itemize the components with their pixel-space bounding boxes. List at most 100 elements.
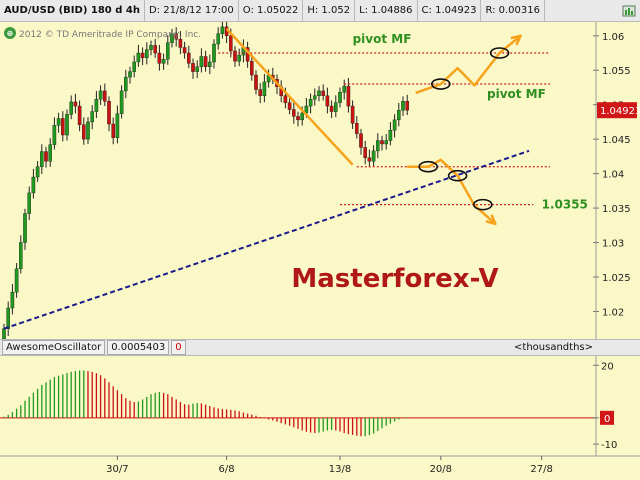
candle-body [90,111,94,123]
time-axis-band [0,456,640,480]
candle-body [65,114,69,136]
oscillator-axis: 20 0 -10 [593,361,617,451]
price-axis-ticks: 1.021.0251.031.0351.041.0451.051.0551.06… [593,32,640,318]
candle-body [149,45,153,50]
osc-y-tick-label: 20 [601,361,614,372]
candle-body [170,33,174,43]
candle-body [216,33,221,45]
candle-body [355,123,359,134]
td-logo-icon [4,27,16,39]
osc-y-tick-label: -10 [601,440,617,451]
candle-body [262,81,267,96]
candle-body [384,140,389,145]
candle-body [233,50,237,62]
symbol-label[interactable]: AUD/USD (BID) 180 d 4h [0,0,145,22]
ellipse-marker [430,78,451,90]
svg-text:⊕: ⊕ [7,29,14,38]
ellipse-marker [418,160,439,173]
indicator-value: 0.0005403 [107,340,170,355]
candle-body [296,116,300,121]
price-axis-panel [597,22,640,339]
candle-body [338,92,342,103]
candle-body [329,105,334,112]
candle-body [199,56,204,67]
candle-body [203,56,208,67]
candle-body [254,74,258,90]
candle-body [115,113,120,138]
projection-path [415,34,522,95]
candle-body [111,123,115,138]
candle-body [123,76,128,92]
candle-body [220,26,225,34]
copyright-text: 2012 © TD Ameritrade IP Company, Inc. [19,30,201,40]
candle-body [191,63,195,72]
candle-body [40,151,44,167]
trendline [3,149,530,330]
x-tick-label: 27/8 [530,464,552,475]
candlestick-series [2,22,410,339]
x-tick-label: 13/8 [329,464,351,475]
candle-body [31,176,36,194]
channel-line [225,28,354,166]
candle-body [94,98,99,112]
candle-body [140,52,145,59]
candle-body [35,166,40,178]
open-readout: O: 1.05022 [239,0,304,22]
oscillator-chart[interactable]: 20 0 -10 30/7 6/8 13/8 20/8 27/8 [0,356,640,480]
projection-arrowhead [510,34,522,46]
x-tick-label: 30/7 [106,464,128,475]
chart-settings-icon[interactable] [618,0,640,22]
y-tick-label: 1.04 [602,170,624,181]
candle-body [165,42,170,60]
osc-y-tick-label: 0 [604,414,610,425]
candle-body [56,118,61,126]
candle-body [186,52,191,64]
price-chart[interactable]: pivot MF pivot MF 1.0355 1.02 1.025 1.03 1.03… [0,22,640,339]
candle-body [212,43,216,63]
pivot-label: pivot MF [353,32,412,46]
candle-body [102,90,107,102]
candle-body [48,144,52,162]
candle-body [77,105,82,125]
candle-body [258,89,263,96]
y-tick-label: 1.045 [602,135,631,146]
close-readout: C: 1.04923 [418,0,482,22]
candle-body [178,39,183,48]
candle-body [321,90,326,96]
candle-body [132,61,137,72]
candle-body [237,54,242,62]
candle-body [300,112,305,121]
candle-body [325,95,330,107]
candle-body [182,47,187,54]
candle-body [98,90,103,100]
candle-body [174,33,179,40]
ellipse-marker [447,169,468,182]
candle-body [380,140,384,145]
osc-zero-box [600,410,614,425]
chart-annotations: pivot MF pivot MF 1.0355 [3,28,588,330]
candle-body [359,133,363,148]
candle-body [27,192,32,214]
candle-body [376,140,380,152]
candle-body [313,95,317,100]
candle-body [228,35,233,52]
pivot-label: 1.0355 [542,198,588,212]
projection-arrowhead [485,214,497,226]
y-tick-label: 1.06 [602,32,624,43]
oscillator-background [0,356,596,456]
candle-body [292,109,296,117]
indicator-name[interactable]: AwesomeOscillator [2,340,106,355]
candle-body [207,61,212,67]
candle-body [350,105,355,124]
candle-body [371,150,376,162]
candle-body [308,98,313,107]
candle-body [44,151,48,162]
candle-body [397,110,401,121]
y-tick-label: 1.03 [602,239,624,250]
candle-body [86,121,90,140]
candle-body [367,157,372,162]
range-readout: R: 0.00316 [481,0,545,22]
candle-body [334,102,338,112]
candle-body [388,129,393,141]
